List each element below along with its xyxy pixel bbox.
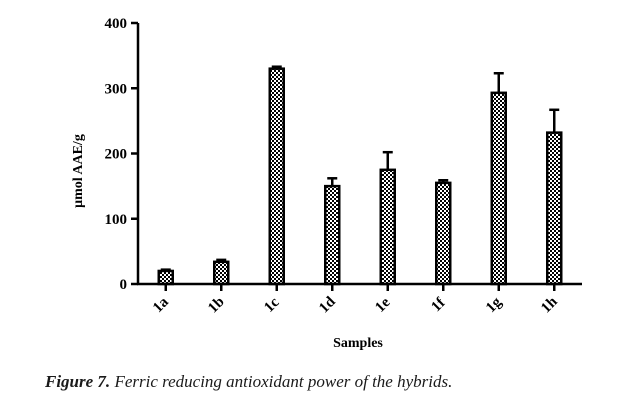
bar-1f xyxy=(435,181,452,286)
x-tick-label: 1a xyxy=(150,294,172,316)
y-axis-ticks: 0 100 200 300 400 xyxy=(105,16,138,293)
y-tick-label: 400 xyxy=(105,16,128,32)
x-axis-label: Samples xyxy=(333,336,383,351)
figure-caption: Figure 7. Ferric reducing antioxidant po… xyxy=(45,372,452,392)
bar-1a xyxy=(157,269,174,286)
bar-1b xyxy=(213,260,230,286)
x-tick-label: 1g xyxy=(483,294,505,316)
bar-chart: 0 100 200 300 400 1a 1b 1c 1d 1e 1f 1g 1h μmol AAE/… xyxy=(71,16,582,351)
bar-1c xyxy=(268,67,285,286)
x-tick-label: 1d xyxy=(316,293,339,316)
figure-caption-text: Ferric reducing antioxidant power of the… xyxy=(110,372,453,391)
x-tick-label: 1f xyxy=(428,294,449,315)
y-tick-label: 0 xyxy=(120,277,128,293)
y-tick-label: 200 xyxy=(105,147,128,163)
bars xyxy=(157,65,563,286)
figure-caption-lead: Figure 7. xyxy=(45,372,111,391)
bar-1d xyxy=(324,184,341,286)
x-tick-label: 1b xyxy=(205,294,228,317)
y-tick-label: 300 xyxy=(105,81,128,97)
x-tick-label: 1e xyxy=(372,294,394,316)
y-tick-label: 100 xyxy=(105,212,128,228)
x-tick-label: 1h xyxy=(538,293,561,316)
x-axis-ticks: 1a 1b 1c 1d 1e 1f 1g 1h xyxy=(150,284,561,316)
y-axis-label: μmol AAE/g xyxy=(71,134,86,208)
bar-1g xyxy=(490,91,507,286)
bar-1h xyxy=(546,131,563,286)
x-tick-label: 1c xyxy=(261,294,283,316)
bar-1e xyxy=(379,168,396,286)
